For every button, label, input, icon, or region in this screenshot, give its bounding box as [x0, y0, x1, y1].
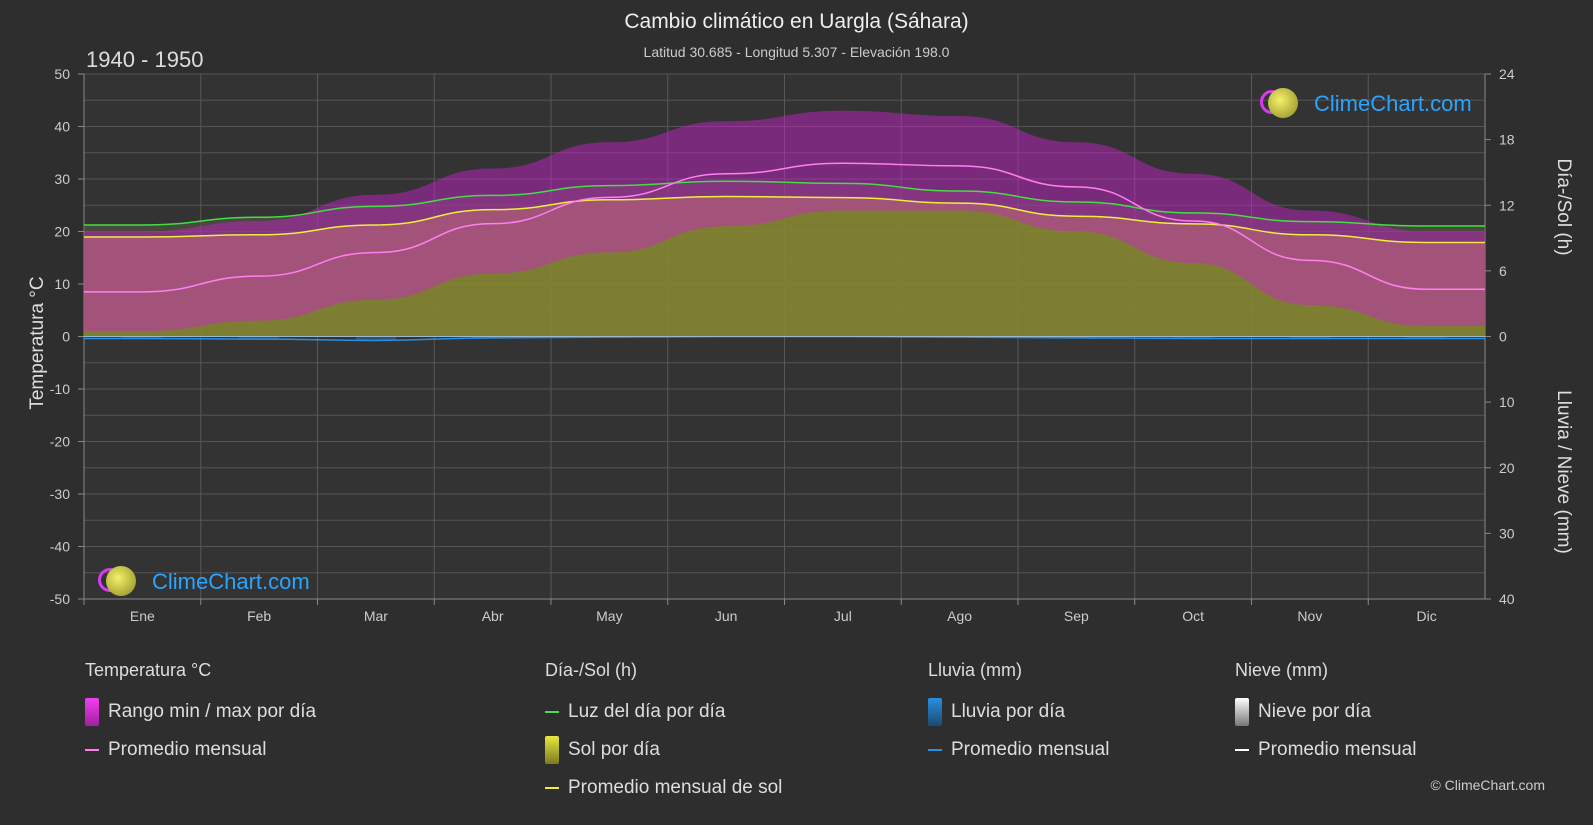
right-top-tick-label: 6	[1499, 263, 1507, 279]
left-tick-label: 40	[54, 119, 70, 135]
logo-text: ClimeChart.com	[152, 569, 310, 594]
logo-text: ClimeChart.com	[1314, 91, 1472, 116]
legend-temperature: Temperatura °C Rango min / max por día P…	[85, 660, 316, 769]
range-swatch-icon	[85, 698, 99, 726]
legend-temp-avg-label: Promedio mensual	[108, 739, 267, 760]
rain-bar	[239, 336, 280, 340]
month-tick-label: Oct	[1182, 608, 1204, 624]
rain-swatch-icon	[928, 698, 942, 726]
legend-snow: Nieve (mm) Nieve por día Promedio mensua…	[1235, 660, 1416, 769]
legend-daylight: Luz del día por día	[545, 693, 782, 731]
right-bottom-tick-label: 40	[1499, 591, 1515, 607]
legend-temp-title: Temperatura °C	[85, 660, 212, 680]
left-tick-label: -20	[50, 434, 70, 450]
temp-avg-line	[83, 162, 1485, 293]
legend-sun-avg-label: Promedio mensual de sol	[568, 777, 783, 798]
right-bottom-axis-label: Lluvia / Nieve (mm)	[1553, 390, 1574, 554]
legend-rain: Lluvia (mm) Lluvia por día Promedio mens…	[928, 660, 1109, 769]
month-tick-label: Abr	[482, 608, 504, 624]
rain-bar	[1406, 336, 1447, 339]
right-top-tick-label: 0	[1499, 329, 1507, 345]
left-tick-label: -30	[50, 486, 70, 502]
month-tick-label: Ago	[947, 608, 972, 624]
snow-swatch-icon	[1235, 698, 1249, 726]
logo-top[interactable]: ClimeChart.com	[1258, 88, 1472, 120]
right-bottom-tick-label: 20	[1499, 460, 1515, 476]
left-tick-label: -10	[50, 381, 70, 397]
month-tick-label: May	[596, 608, 622, 624]
legend-rain-avg: Promedio mensual	[928, 731, 1109, 769]
right-top-tick-label: 12	[1499, 197, 1515, 213]
period-label: 1940 - 1950	[86, 47, 204, 72]
legend-snow-avg-label: Promedio mensual	[1258, 739, 1417, 760]
legend-temp-range-label: Rango min / max por día	[108, 701, 317, 722]
rain-bar	[1289, 336, 1330, 339]
legend-snow-day-label: Nieve por día	[1258, 701, 1372, 722]
legend-sun-avg: Promedio mensual de sol	[545, 769, 782, 807]
left-tick-label: 50	[54, 66, 70, 82]
left-tick-label: 30	[54, 171, 70, 187]
legend-daylight-label: Luz del día por día	[568, 701, 726, 722]
legend-rain-title: Lluvia (mm)	[928, 660, 1023, 680]
logo-bottom[interactable]: ClimeChart.com	[96, 566, 310, 598]
legend-rain-day-label: Lluvia por día	[951, 701, 1066, 722]
legend-sun: Día-/Sol (h) Luz del día por día Sol por…	[545, 660, 782, 807]
rain-bar	[355, 336, 396, 341]
chart-title: Cambio climático en Uargla (Sáhara)	[624, 10, 969, 33]
legend-sun-title: Día-/Sol (h)	[545, 660, 638, 680]
right-top-tick-label: 24	[1499, 66, 1515, 82]
month-tick-label: Sep	[1064, 608, 1089, 624]
line-swatch-icon	[1235, 749, 1249, 751]
right-bottom-tick-label: 10	[1499, 394, 1515, 410]
month-tick-label: Mar	[364, 608, 388, 624]
line-swatch-icon	[545, 787, 559, 789]
chart-subtitle: Latitud 30.685 - Longitud 5.307 - Elevac…	[643, 44, 950, 60]
month-tick-label: Dic	[1417, 608, 1437, 624]
month-tick-label: Ene	[130, 608, 155, 624]
left-tick-label: 10	[54, 276, 70, 292]
month-tick-label: Nov	[1297, 608, 1322, 624]
logo-icon	[1258, 88, 1312, 120]
sunshine-band	[84, 196, 1485, 337]
left-tick-label: -50	[50, 591, 70, 607]
line-swatch-icon	[928, 749, 942, 751]
month-tick-label: Jul	[834, 608, 852, 624]
copyright: © ClimeChart.com	[1430, 777, 1545, 793]
logo-icon	[96, 566, 150, 598]
legend-rain-avg-label: Promedio mensual	[951, 739, 1110, 760]
legend-rain-day: Lluvia por día	[928, 693, 1109, 731]
legend-snow-title: Nieve (mm)	[1235, 660, 1328, 680]
month-tick-label: Feb	[247, 608, 271, 624]
left-axis-label: Temperatura °C	[27, 276, 48, 410]
legend-snow-day: Nieve por día	[1235, 693, 1416, 731]
right-top-tick-label: 18	[1499, 132, 1515, 148]
left-tick-label: -40	[50, 539, 70, 555]
sun-swatch-icon	[545, 736, 559, 764]
legend-temp-avg: Promedio mensual	[85, 731, 316, 769]
daylight-line	[83, 180, 1485, 227]
right-bottom-tick-label: 30	[1499, 525, 1515, 541]
left-tick-label: 0	[62, 329, 70, 345]
rain-bar	[122, 336, 163, 339]
legend-temp-range: Rango min / max por día	[85, 693, 316, 731]
legend-sun-day-label: Sol por día	[568, 739, 660, 760]
month-tick-label: Jun	[715, 608, 738, 624]
sun-avg-line	[84, 195, 1485, 244]
temperature-range-band	[84, 110, 1485, 332]
line-swatch-icon	[85, 749, 99, 751]
rain-bar	[1173, 336, 1214, 339]
left-tick-label: 20	[54, 224, 70, 240]
legend-sun-day: Sol por día	[545, 731, 782, 769]
line-swatch-icon	[545, 711, 559, 713]
legend-snow-avg: Promedio mensual	[1235, 731, 1416, 769]
right-top-axis-label: Día-/Sol (h)	[1553, 158, 1574, 256]
